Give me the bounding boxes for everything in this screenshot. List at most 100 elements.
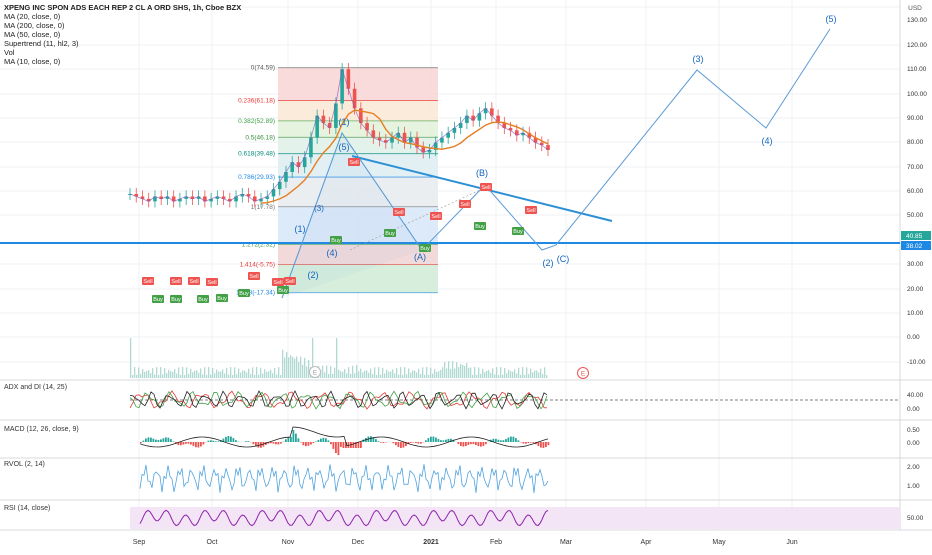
- volume-bar: [434, 369, 435, 378]
- volume-bar: [336, 338, 337, 378]
- volume-bar: [482, 369, 483, 378]
- volume-bar: [356, 365, 357, 378]
- sell-signal-label: Sell: [349, 160, 358, 166]
- macd-histogram-bar: [360, 442, 362, 448]
- wave-label: (B): [476, 168, 488, 178]
- volume-bar: [368, 373, 369, 378]
- volume-bar: [354, 373, 355, 378]
- volume-bar: [442, 367, 443, 378]
- volume-bar: [378, 367, 379, 378]
- indicator-ma50[interactable]: MA (50, close, 0): [4, 30, 241, 39]
- indicator-supertrend[interactable]: Supertrend (11, hl2, 3): [4, 39, 241, 48]
- macd-histogram-bar: [480, 442, 482, 447]
- volume-bar: [388, 372, 389, 378]
- wave-label: (A): [414, 252, 426, 262]
- buy-signal-label: Buy: [278, 288, 288, 294]
- sell-signal-label: Sell: [460, 202, 469, 208]
- sell-signal-label: Sell: [189, 279, 198, 285]
- volume-bar: [500, 367, 501, 378]
- sell-signal-label: Sell: [481, 185, 490, 191]
- macd-histogram-bar: [150, 438, 152, 442]
- volume-bar: [374, 367, 375, 378]
- macd-histogram-bar: [233, 438, 235, 442]
- indicator-ma10[interactable]: MA (10, close, 0): [4, 57, 241, 66]
- volume-bar: [474, 367, 475, 378]
- volume-bar: [360, 369, 361, 378]
- volume-bar: [224, 373, 225, 378]
- price-axis-tick: 10.00: [907, 310, 924, 317]
- volume-bar: [538, 373, 539, 378]
- volume-bar: [208, 367, 209, 378]
- macd-axis-tick: 0.50: [907, 427, 920, 434]
- volume-bar: [178, 368, 179, 378]
- macd-histogram-bar: [188, 442, 190, 444]
- fib-level-label: 0.382(52.89): [238, 118, 275, 125]
- macd-histogram-bar: [330, 442, 332, 444]
- volume-bar: [394, 373, 395, 378]
- volume-bar: [342, 372, 343, 378]
- volume-bar: [424, 375, 425, 378]
- volume-bar: [496, 367, 497, 378]
- indicator-vol[interactable]: Vol: [4, 48, 241, 57]
- volume-bar: [486, 371, 487, 378]
- volume-bar: [132, 375, 133, 378]
- macd-histogram-bar: [318, 440, 320, 442]
- time-axis-tick: Dec: [352, 539, 365, 546]
- macd-histogram-bar: [190, 442, 192, 445]
- macd-histogram-bar: [443, 440, 445, 442]
- volume-bar: [180, 375, 181, 378]
- volume-bar: [190, 369, 191, 378]
- indicator-ma200[interactable]: MA (200, close, 0): [4, 21, 241, 30]
- macd-pane-label[interactable]: MACD (12, 26, close, 9): [4, 426, 79, 433]
- macd-histogram-bar: [393, 442, 395, 443]
- volume-bar: [340, 371, 341, 378]
- macd-histogram-bar: [440, 440, 442, 442]
- macd-histogram-bar: [275, 442, 277, 444]
- macd-histogram-bar: [288, 437, 290, 442]
- volume-bar: [490, 373, 491, 378]
- macd-histogram-bar: [183, 442, 185, 445]
- volume-bar: [462, 365, 463, 378]
- adx-pane-label[interactable]: ADX and DI (14, 25): [4, 384, 67, 391]
- macd-histogram-bar: [485, 442, 487, 444]
- macd-histogram-bar: [333, 442, 335, 449]
- volume-bar: [470, 368, 471, 378]
- volume-bar: [418, 369, 419, 378]
- volume-bar: [248, 369, 249, 378]
- macd-histogram-bar: [515, 438, 517, 442]
- volume-bar: [390, 371, 391, 378]
- volume-bar: [454, 368, 455, 378]
- rvol-pane-label[interactable]: RVOL (2, 14): [4, 461, 45, 468]
- macd-histogram-bar: [168, 438, 170, 442]
- macd-histogram-bar: [280, 442, 282, 444]
- macd-histogram-bar: [513, 437, 515, 442]
- volume-bar: [456, 362, 457, 378]
- macd-histogram-bar: [430, 437, 432, 442]
- wave-label: (2): [308, 270, 319, 280]
- time-axis-tick: Nov: [282, 539, 295, 546]
- macd-histogram-bar: [258, 442, 260, 448]
- volume-bar: [214, 373, 215, 378]
- time-axis-tick: May: [712, 539, 726, 546]
- fib-zone: [278, 68, 438, 101]
- volume-bar: [446, 369, 447, 378]
- volume-bar: [242, 370, 243, 378]
- indicator-ma20[interactable]: MA (20, close, 0): [4, 12, 241, 21]
- volume-bar: [204, 367, 205, 378]
- volume-bar: [518, 368, 519, 378]
- volume-bar: [166, 373, 167, 378]
- macd-histogram-bar: [528, 442, 530, 443]
- macd-histogram-bar: [340, 442, 342, 447]
- volume-bar: [536, 370, 537, 378]
- rsi-pane-label[interactable]: RSI (14, close): [4, 505, 50, 512]
- macd-histogram-bar: [525, 442, 527, 444]
- volume-bar: [540, 369, 541, 378]
- macd-histogram-bar: [378, 441, 380, 442]
- volume-bar: [480, 374, 481, 378]
- macd-histogram-bar: [375, 439, 377, 442]
- macd-histogram-bar: [540, 442, 542, 448]
- price-axis-tick: 110.00: [907, 66, 927, 73]
- macd-histogram-bar: [273, 442, 275, 444]
